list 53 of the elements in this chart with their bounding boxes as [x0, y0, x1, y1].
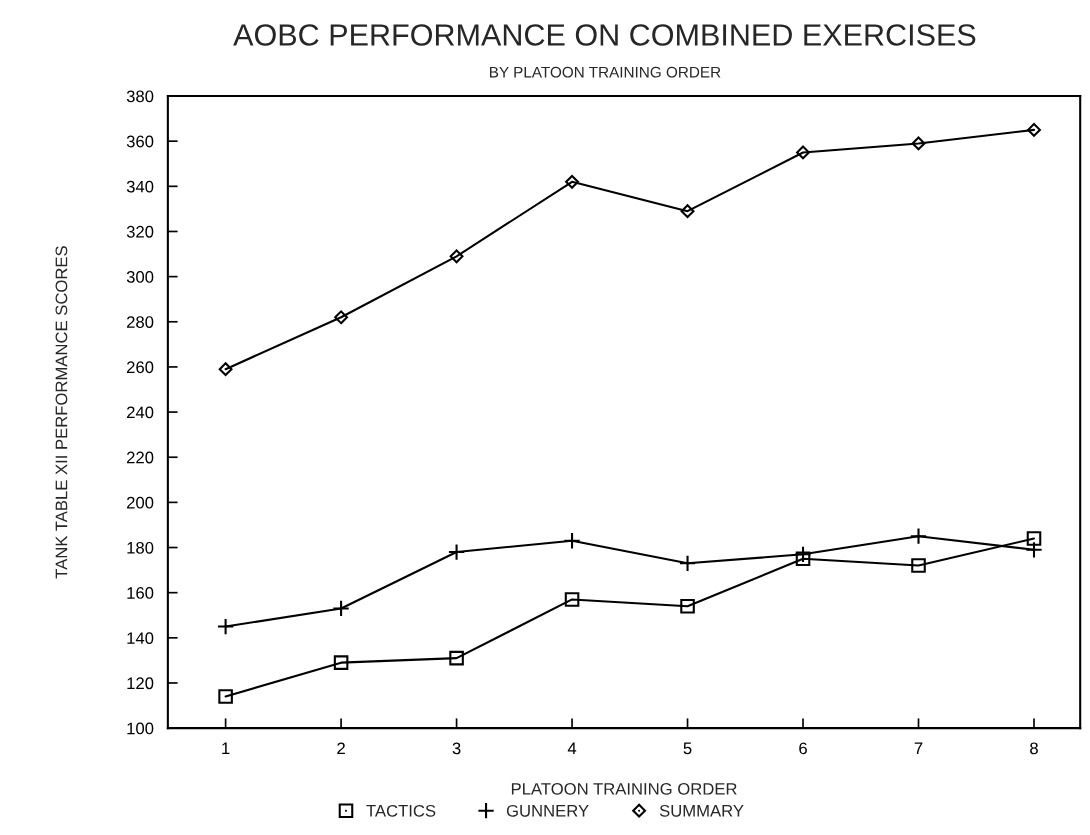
y-tick-label: 280	[127, 316, 154, 328]
x-axis-title: PLATOON TRAINING ORDER	[511, 782, 737, 795]
y-tick-label: 180	[127, 541, 154, 554]
x-tick-label: 7	[914, 742, 923, 755]
x-tick-label: 6	[799, 742, 807, 755]
point	[332, 599, 350, 618]
point	[563, 532, 581, 550]
point	[794, 545, 812, 563]
x-tick-label: 1	[222, 742, 230, 755]
x-tick-label: 2	[337, 742, 345, 755]
x-tick-label: 4	[567, 742, 577, 755]
y-tick-label: 360	[126, 135, 154, 148]
point	[795, 551, 811, 567]
point	[911, 136, 926, 151]
point	[565, 174, 579, 189]
x-tick-label: 3	[452, 742, 461, 755]
point	[447, 543, 466, 561]
point	[796, 145, 810, 160]
y-tick-label: 100	[127, 722, 154, 735]
y-tick-label: 240	[127, 406, 154, 419]
point	[1027, 122, 1041, 137]
point	[680, 204, 695, 219]
point	[564, 592, 580, 607]
point	[680, 598, 695, 614]
point	[218, 362, 233, 377]
point	[909, 527, 928, 545]
point	[1026, 531, 1042, 546]
x-tick-label: 5	[683, 742, 692, 755]
y-tick-label: 320	[126, 225, 154, 238]
x-tick-label: 8	[1030, 742, 1038, 755]
chart-title: AOBC PERFORMANCE ON COMBINED EXERCISES	[233, 24, 976, 46]
point	[678, 554, 697, 572]
point	[334, 310, 349, 325]
y-tick-label: 200	[127, 496, 154, 509]
point	[218, 689, 233, 704]
point	[449, 249, 464, 264]
y-tick-label: 160	[127, 587, 154, 599]
legend-label: GUNNERY	[506, 804, 589, 817]
point	[449, 650, 464, 666]
legend-label: TACTICS	[366, 804, 436, 817]
y-tick-label: 260	[127, 361, 154, 374]
y-tick-label: 300	[126, 271, 154, 283]
y-tick-label: 140	[127, 632, 154, 645]
point	[333, 655, 349, 670]
chart-subtitle: BY PLATOON TRAINING ORDER	[490, 66, 721, 78]
point	[216, 617, 235, 636]
legend-label: SUMMARY	[659, 804, 744, 817]
y-tick-label: 120	[127, 677, 154, 690]
y-tick-label: 380	[126, 90, 154, 103]
y-axis-title: TANK TABLE XII PERFORMANCE SCORES	[55, 246, 68, 579]
y-tick-label: 220	[127, 451, 154, 464]
point	[911, 558, 926, 573]
y-tick-label: 340	[126, 180, 154, 193]
